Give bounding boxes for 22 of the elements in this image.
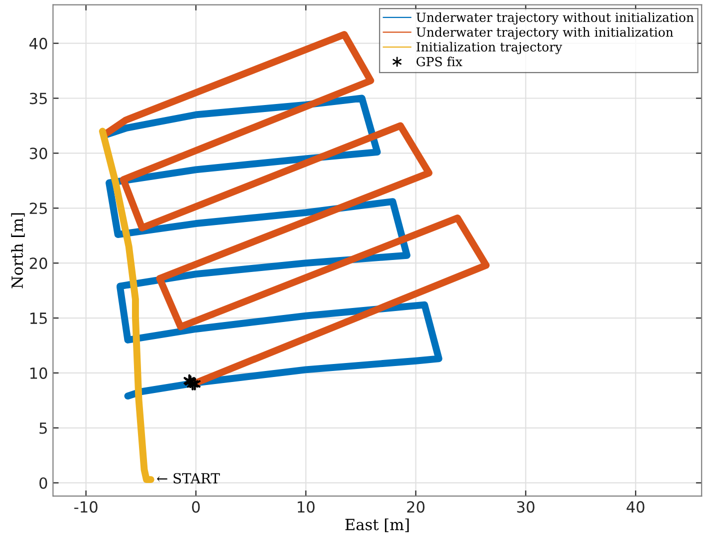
y-tick-label: 20 (30, 258, 48, 270)
y-tick-label: 10 (30, 367, 48, 379)
x-tick-label: 20 (407, 501, 424, 513)
y-tick-label: 35 (30, 92, 47, 104)
y-tick-label: 25 (30, 202, 47, 214)
x-tick-label: 40 (626, 501, 644, 513)
x-axis-title: East [m] (345, 518, 409, 532)
y-tick-label: 15 (30, 312, 47, 324)
x-tick-label: 10 (298, 501, 315, 513)
x-tick-label: -10 (74, 501, 98, 513)
legend-label: Underwater trajectory with initialization (416, 27, 674, 40)
legend-label: Underwater trajectory without initialization (416, 12, 694, 25)
legend-label: GPS fix (416, 56, 462, 66)
y-axis-title: North [m] (11, 213, 25, 288)
x-tick-label: 0 (192, 501, 200, 513)
y-tick-label: 40 (29, 38, 48, 50)
y-tick-label: 5 (40, 422, 47, 434)
y-tick-label: 0 (39, 477, 48, 489)
annotation: ← START (156, 473, 220, 484)
y-tick-label: 30 (30, 148, 48, 160)
x-tick-label: 30 (517, 501, 534, 513)
legend-label: Initialization trajectory (416, 42, 562, 54)
